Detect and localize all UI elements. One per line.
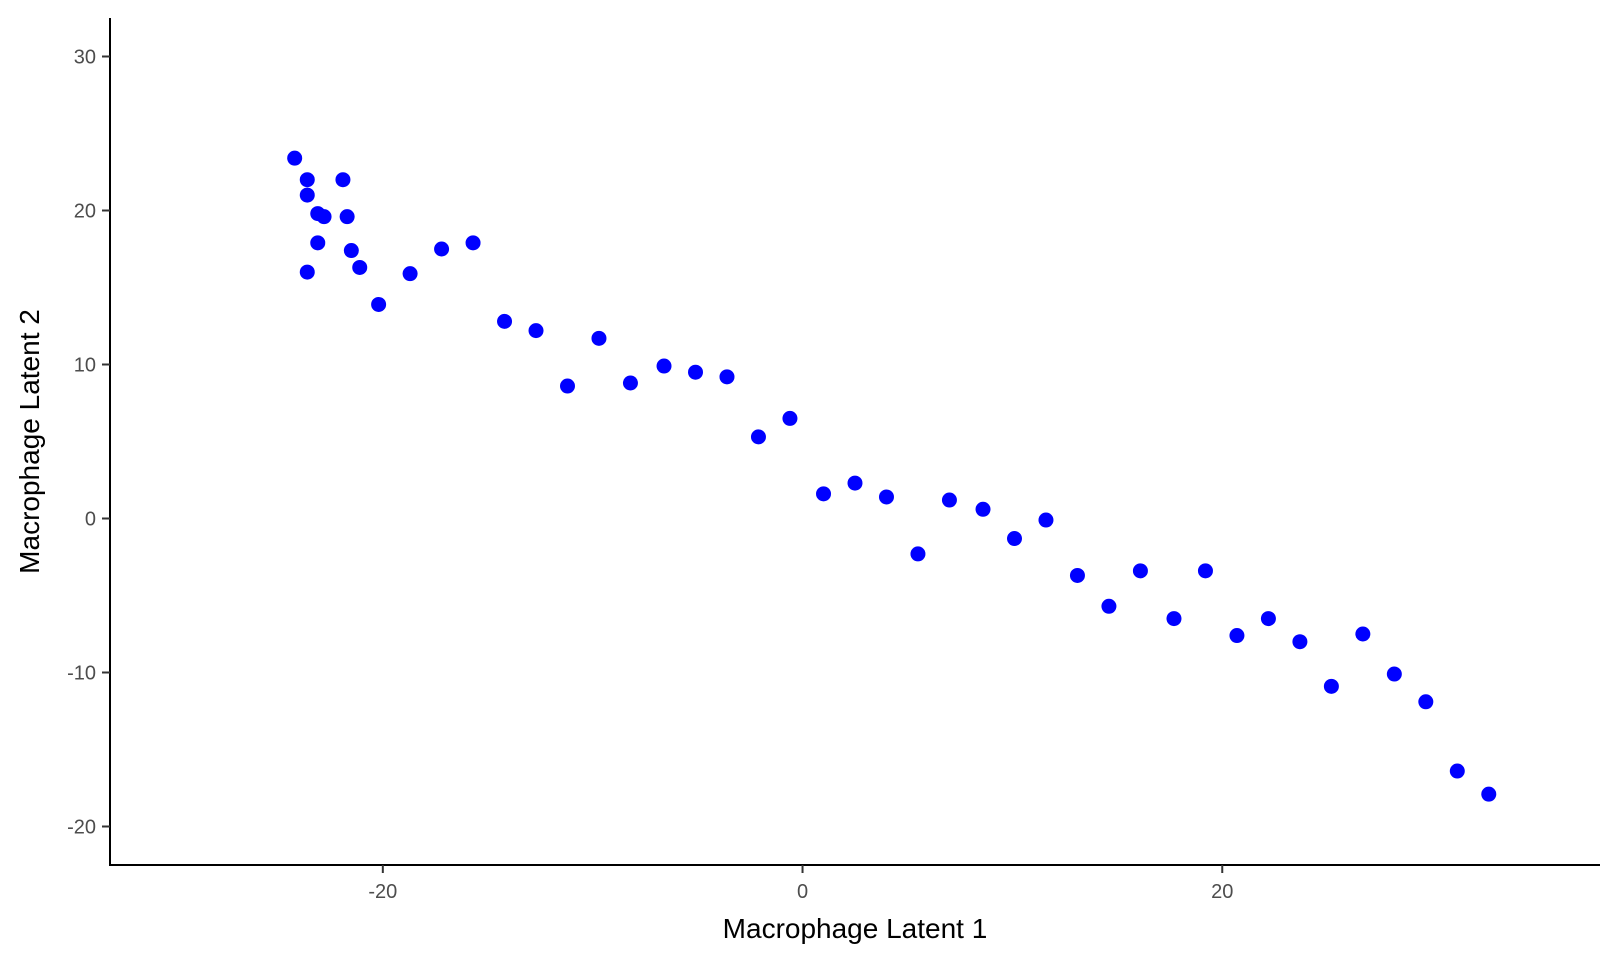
data-point <box>287 150 303 166</box>
y-axis-ticks: -20 -10 0 10 20 30 <box>67 47 110 839</box>
data-point <box>465 235 481 251</box>
data-point <box>497 313 513 329</box>
x-axis-title: Macrophage Latent 1 <box>723 913 988 944</box>
data-point <box>371 296 387 312</box>
data-point <box>335 172 351 188</box>
y-tick-label: -20 <box>67 817 96 839</box>
data-point <box>782 410 798 426</box>
data-point <box>1323 678 1339 694</box>
data-point <box>941 492 957 508</box>
data-point <box>688 364 704 380</box>
data-point <box>339 209 355 225</box>
x-tick-label: 20 <box>1211 881 1233 903</box>
data-point <box>878 489 894 505</box>
y-tick-label: 30 <box>74 47 96 69</box>
data-point <box>316 209 332 225</box>
data-point <box>1229 628 1245 644</box>
data-point <box>528 323 544 339</box>
data-point <box>559 378 575 394</box>
data-point <box>1069 567 1085 583</box>
data-point <box>343 243 359 259</box>
data-point <box>434 241 450 257</box>
data-point <box>352 259 368 275</box>
data-point <box>1355 626 1371 642</box>
data-point <box>910 546 926 562</box>
data-point <box>1038 512 1054 528</box>
x-axis-ticks: -20 0 20 <box>368 865 1233 903</box>
data-point <box>310 235 326 251</box>
data-point <box>847 475 863 491</box>
data-point <box>622 375 638 391</box>
y-tick-label: 20 <box>74 201 96 223</box>
y-tick-label: 0 <box>85 509 96 531</box>
data-point <box>1166 611 1182 627</box>
y-axis-title: Macrophage Latent 2 <box>14 309 45 574</box>
data-point <box>750 429 766 445</box>
data-point <box>1260 611 1276 627</box>
data-point <box>1101 598 1117 614</box>
data-point <box>1386 666 1402 682</box>
y-tick-label: -10 <box>67 663 96 685</box>
data-point <box>1006 531 1022 547</box>
data-point <box>1132 563 1148 579</box>
data-point <box>975 501 991 517</box>
x-tick-label: 0 <box>797 881 808 903</box>
plot-area: -20 -10 0 10 20 30 -20 0 20 <box>67 18 1600 903</box>
data-point <box>816 486 832 502</box>
y-tick-label: 10 <box>74 355 96 377</box>
data-point <box>1197 563 1213 579</box>
data-points <box>287 150 1497 802</box>
data-point <box>299 172 315 188</box>
x-tick-label: -20 <box>368 881 397 903</box>
data-point <box>1292 634 1308 650</box>
data-point <box>1481 786 1497 802</box>
data-point <box>1449 763 1465 779</box>
data-point <box>1418 694 1434 710</box>
data-point <box>299 187 315 203</box>
data-point <box>656 358 672 374</box>
data-point <box>591 330 607 346</box>
data-point <box>719 369 735 385</box>
data-point <box>402 266 418 282</box>
data-point <box>299 264 315 280</box>
